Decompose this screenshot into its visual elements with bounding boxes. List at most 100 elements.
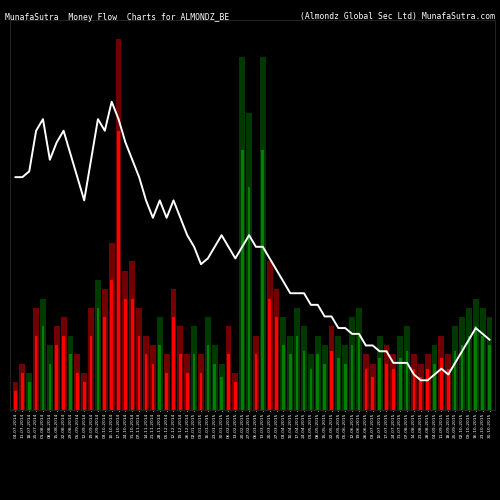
Bar bbox=[404, 326, 410, 410]
Bar bbox=[390, 354, 396, 410]
Bar bbox=[447, 369, 450, 410]
Bar bbox=[143, 336, 149, 410]
Bar bbox=[138, 336, 140, 410]
Bar bbox=[60, 317, 66, 410]
Bar bbox=[26, 373, 32, 410]
Bar bbox=[262, 150, 264, 410]
Bar bbox=[218, 364, 224, 410]
Bar bbox=[170, 290, 176, 410]
Bar bbox=[260, 57, 266, 410]
Bar bbox=[12, 382, 18, 410]
Bar bbox=[241, 150, 244, 410]
Bar bbox=[172, 317, 175, 410]
Bar bbox=[328, 326, 334, 410]
Bar bbox=[248, 187, 250, 410]
Bar bbox=[69, 354, 72, 410]
Bar bbox=[220, 376, 223, 410]
Bar bbox=[74, 354, 80, 410]
Bar bbox=[370, 364, 376, 410]
Bar bbox=[336, 336, 342, 410]
Bar bbox=[315, 336, 320, 410]
Bar bbox=[454, 350, 456, 410]
Bar bbox=[33, 308, 39, 410]
Bar bbox=[324, 364, 326, 410]
Bar bbox=[158, 345, 161, 410]
Bar bbox=[378, 358, 381, 410]
Bar bbox=[446, 354, 451, 410]
Bar bbox=[184, 354, 190, 410]
Bar bbox=[425, 354, 430, 410]
Bar bbox=[40, 298, 46, 410]
Bar bbox=[68, 336, 73, 410]
Bar bbox=[267, 262, 272, 410]
Bar bbox=[385, 364, 388, 410]
Bar bbox=[418, 364, 424, 410]
Bar bbox=[82, 373, 87, 410]
Bar bbox=[432, 345, 438, 410]
Bar bbox=[212, 345, 218, 410]
Bar bbox=[35, 336, 37, 410]
Bar bbox=[426, 369, 429, 410]
Bar bbox=[178, 326, 184, 410]
Bar bbox=[47, 345, 53, 410]
Bar bbox=[308, 354, 314, 410]
Bar bbox=[482, 336, 484, 410]
Bar bbox=[253, 336, 259, 410]
Bar bbox=[330, 350, 333, 410]
Bar bbox=[358, 336, 360, 410]
Bar bbox=[227, 354, 230, 410]
Bar bbox=[206, 345, 209, 410]
Bar bbox=[452, 326, 458, 410]
Bar bbox=[136, 308, 142, 410]
Bar bbox=[21, 373, 24, 410]
Bar bbox=[468, 336, 470, 410]
Bar bbox=[473, 298, 478, 410]
Bar bbox=[372, 376, 374, 410]
Bar bbox=[83, 382, 86, 410]
Bar bbox=[214, 364, 216, 410]
Bar bbox=[289, 354, 292, 410]
Bar bbox=[48, 364, 51, 410]
Bar bbox=[124, 298, 126, 410]
Bar bbox=[301, 326, 307, 410]
Bar bbox=[466, 308, 472, 410]
Bar bbox=[131, 298, 134, 410]
Bar bbox=[254, 354, 257, 410]
Bar bbox=[166, 373, 168, 410]
Bar bbox=[384, 345, 390, 410]
Bar bbox=[310, 369, 312, 410]
Bar bbox=[440, 358, 442, 410]
Bar bbox=[488, 345, 491, 410]
Bar bbox=[28, 382, 30, 410]
Bar bbox=[392, 369, 394, 410]
Bar bbox=[240, 57, 245, 410]
Bar bbox=[186, 373, 188, 410]
Bar bbox=[76, 373, 78, 410]
Bar bbox=[246, 113, 252, 410]
Bar bbox=[460, 345, 464, 410]
Bar bbox=[349, 317, 355, 410]
Bar bbox=[337, 358, 340, 410]
Text: (Almondz Global Sec Ltd) MunafaSutra.com: (Almondz Global Sec Ltd) MunafaSutra.com bbox=[300, 12, 495, 22]
Bar bbox=[56, 345, 58, 410]
Bar bbox=[144, 354, 148, 410]
Bar bbox=[150, 345, 156, 410]
Bar bbox=[399, 358, 402, 410]
Bar bbox=[268, 298, 271, 410]
Bar bbox=[316, 354, 319, 410]
Bar bbox=[322, 345, 328, 410]
Bar bbox=[275, 317, 278, 410]
Bar bbox=[102, 290, 108, 410]
Bar bbox=[122, 270, 128, 410]
Bar bbox=[351, 345, 354, 410]
Bar bbox=[200, 373, 202, 410]
Bar bbox=[294, 308, 300, 410]
Bar bbox=[480, 308, 486, 410]
Bar bbox=[344, 364, 346, 410]
Bar bbox=[288, 336, 293, 410]
Bar bbox=[226, 326, 232, 410]
Text: MunafaSutra  Money Flow  Charts for ALMONDZ_BE: MunafaSutra Money Flow Charts for ALMOND… bbox=[5, 12, 229, 22]
Bar bbox=[110, 280, 113, 410]
Bar bbox=[90, 336, 92, 410]
Bar bbox=[117, 132, 120, 410]
